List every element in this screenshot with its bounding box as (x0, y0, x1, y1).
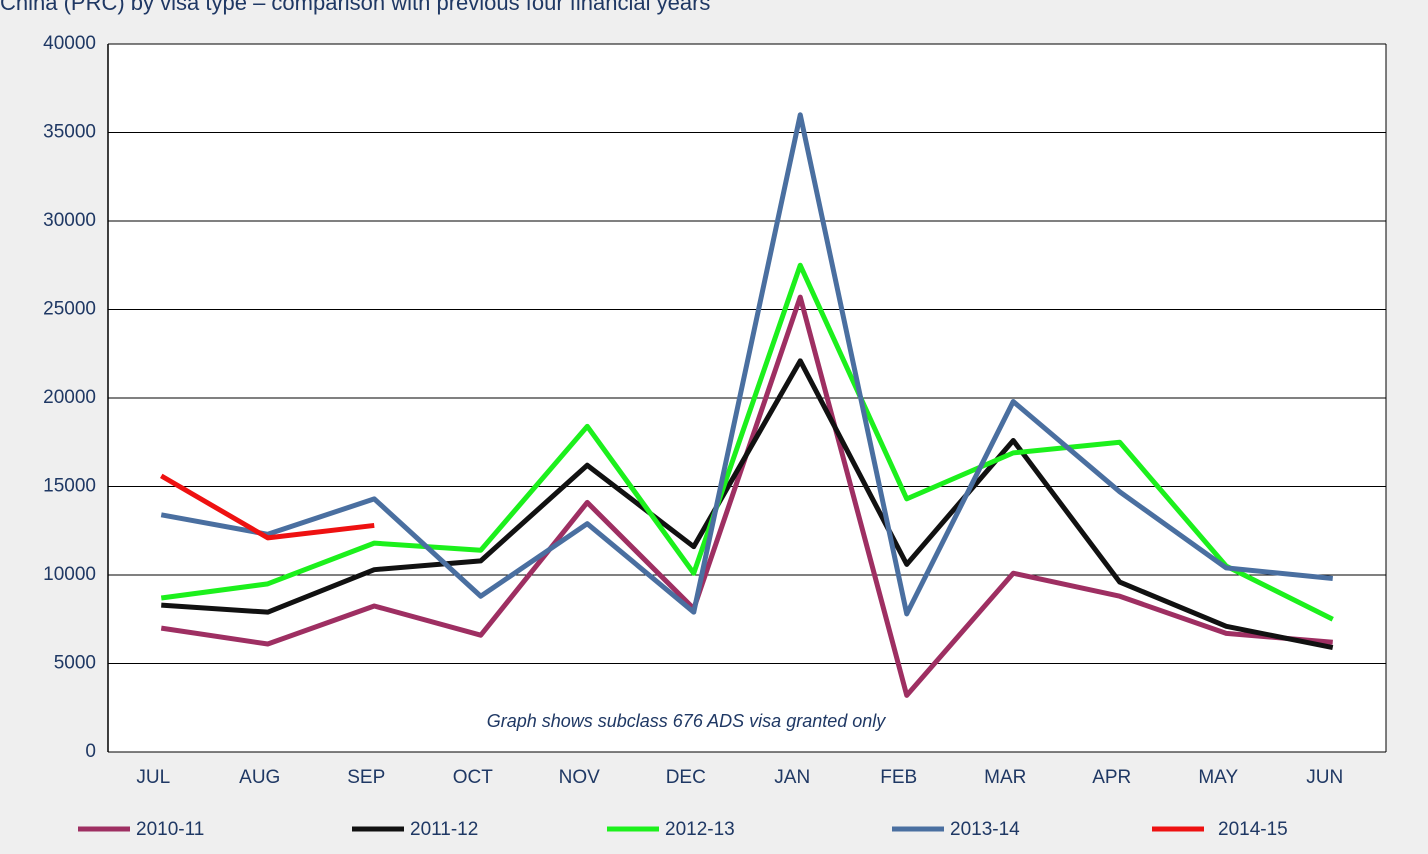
y-tick-label: 20000 (43, 387, 96, 408)
x-tick-label: JUL (136, 767, 170, 788)
legend-label: 2012-13 (665, 819, 735, 840)
x-tick-label: OCT (453, 767, 494, 788)
x-tick-label: JUN (1306, 767, 1343, 788)
series-line (161, 358, 1334, 651)
x-tick-label: MAR (984, 767, 1026, 788)
series-line (159, 473, 375, 541)
series-line (160, 112, 1333, 617)
x-tick-label: NOV (559, 767, 601, 788)
y-tick-label: 15000 (43, 476, 96, 497)
x-tick-label: AUG (239, 767, 280, 788)
x-tick-label: DEC (666, 767, 706, 788)
y-tick-label: 35000 (43, 122, 96, 143)
series-line (160, 262, 1334, 622)
y-tick-label: 0 (85, 741, 96, 762)
annotation: Graph shows subclass 676 ADS visa grante… (487, 711, 887, 731)
legend-label: 2013-14 (950, 819, 1020, 840)
legend-label: 2011-12 (410, 819, 478, 840)
y-tick-label: 40000 (43, 33, 96, 54)
x-tick-label: SEP (347, 767, 385, 788)
y-tick-label: 5000 (54, 653, 96, 674)
x-tick-label: APR (1092, 767, 1131, 788)
legend-label: 2014-15 (1218, 819, 1288, 840)
legend-label: 2010-11 (136, 819, 204, 840)
y-tick-label: 25000 (43, 299, 96, 320)
x-tick-label: MAY (1198, 767, 1238, 788)
x-tick-label: JAN (774, 767, 810, 788)
x-tick-label: FEB (880, 767, 917, 788)
chart-title: China (PRC) by visa type – comparison wi… (0, 0, 710, 15)
y-tick-label: 10000 (43, 564, 96, 585)
y-tick-label: 30000 (43, 210, 96, 231)
